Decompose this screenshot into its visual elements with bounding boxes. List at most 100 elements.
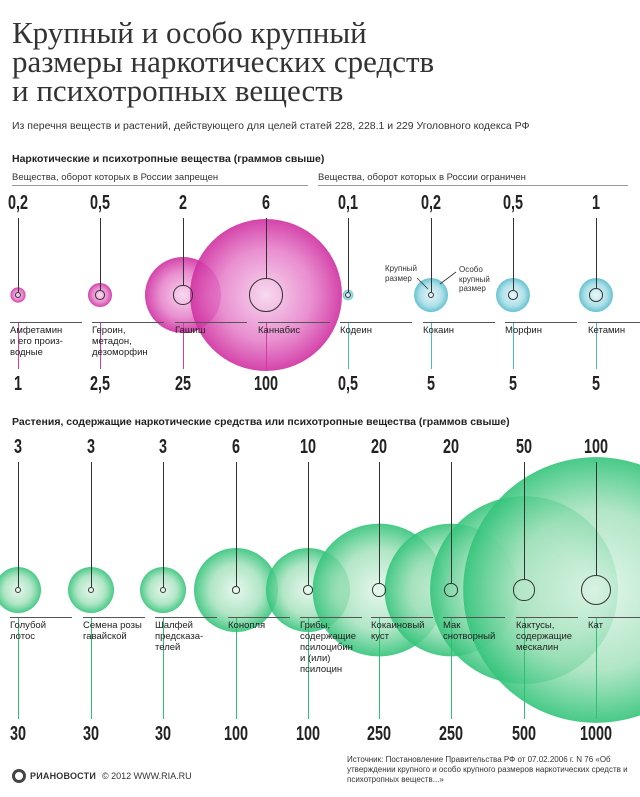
especially-large-size-value: 30: [9, 723, 27, 745]
group-title-prohibited: Вещества, оборот которых в России запрещ…: [12, 172, 219, 183]
especially-large-size-stem: [596, 322, 597, 369]
large-size-circle: [427, 291, 435, 299]
copyright: © 2012 WWW.RIA.RU: [102, 771, 192, 781]
item-name: Голубой лотос: [10, 620, 47, 642]
page-title: Крупный и особо крупный размеры наркотич…: [12, 17, 435, 108]
especially-large-size-stem: [348, 322, 349, 369]
large-size-circle: [345, 292, 351, 298]
large-size-circle: [249, 278, 283, 312]
large-size-circle: [173, 285, 193, 305]
source-note: Источник: Постановление Правительства РФ…: [347, 755, 628, 784]
section-title-plants: Растения, содержащие наркотические средс…: [12, 416, 510, 428]
large-size-stem: [348, 218, 349, 292]
column-baseline: [340, 322, 412, 323]
large-size-value: 100: [583, 436, 609, 458]
especially-large-size-value: 250: [438, 723, 464, 745]
especially-large-size-value: 30: [154, 723, 172, 745]
especially-large-size-value: 100: [295, 723, 321, 745]
especially-large-size-stem: [596, 617, 597, 719]
large-size-stem: [379, 462, 380, 584]
item-name: Гашиш: [175, 325, 206, 336]
especially-large-size-stem: [524, 617, 525, 719]
large-size-value: 1: [591, 192, 601, 214]
item-name: Кетамин: [588, 325, 626, 336]
large-size-circle: [372, 583, 386, 597]
large-size-value: 2: [178, 192, 188, 214]
title-line: и психотропных веществ: [12, 73, 344, 108]
column-baseline: [175, 322, 247, 323]
large-size-value: 20: [442, 436, 460, 458]
especially-large-size-stem: [100, 322, 101, 369]
ria-brand: РИАНОВОСТИ: [30, 771, 96, 781]
column-baseline: [505, 322, 577, 323]
item-name: Кактусы, содержащие мескалин: [516, 620, 573, 653]
large-size-circle: [14, 291, 22, 299]
especially-large-size-stem: [266, 322, 267, 369]
column-baseline: [10, 322, 82, 323]
ria-logo: РИАНОВОСТИ © 2012 WWW.RIA.RU: [12, 769, 192, 783]
item-name: Кокаиновый куст: [371, 620, 425, 642]
especially-large-size-stem: [183, 322, 184, 369]
large-size-stem: [100, 218, 101, 291]
legend-especially-large-size: Особо крупный размер: [459, 265, 490, 293]
especially-large-size-stem: [18, 322, 19, 369]
large-size-stem: [163, 462, 164, 587]
group-divider: [318, 185, 628, 186]
column-baseline: [300, 617, 362, 618]
large-size-value: 0,5: [502, 192, 524, 214]
large-size-stem: [513, 218, 514, 291]
especially-large-size-stem: [91, 617, 92, 719]
item-name: Грибы, содержащие псилоцибин и (или) пси…: [300, 620, 357, 675]
large-size-stem: [451, 462, 452, 584]
large-size-value: 6: [231, 436, 241, 458]
column-baseline: [423, 322, 495, 323]
large-size-value: 6: [261, 192, 271, 214]
item-name: Амфетамин и его произ- водные: [10, 325, 63, 358]
especially-large-size-value: 0,5: [337, 373, 359, 395]
especially-large-size-value: 1000: [579, 723, 613, 745]
column-baseline: [588, 617, 640, 618]
large-size-stem: [308, 462, 309, 586]
item-name: Семена розы гавайской: [83, 620, 142, 642]
large-size-stem: [596, 218, 597, 289]
large-size-value: 50: [515, 436, 533, 458]
column-baseline: [155, 617, 217, 618]
item-name: Кокаин: [423, 325, 455, 336]
column-baseline: [443, 617, 505, 618]
large-size-stem: [596, 462, 597, 575]
item-name: Мак снотворный: [443, 620, 496, 642]
especially-large-size-value: 25: [174, 373, 192, 395]
column-baseline: [228, 617, 290, 618]
especially-large-size-value: 100: [253, 373, 279, 395]
item-name: Морфин: [505, 325, 542, 336]
especially-large-size-value: 1: [13, 373, 23, 395]
large-size-value: 20: [370, 436, 388, 458]
title-line: размеры наркотических средств: [12, 44, 435, 79]
large-size-circle: [589, 288, 603, 302]
column-baseline: [258, 322, 330, 323]
large-size-circle: [232, 586, 240, 594]
large-size-value: 3: [158, 436, 168, 458]
large-size-value: 0,5: [89, 192, 111, 214]
especially-large-size-value: 5: [591, 373, 601, 395]
large-size-circle: [303, 585, 313, 595]
large-size-stem: [524, 462, 525, 580]
large-size-circle: [581, 575, 611, 605]
especially-large-size-stem: [379, 617, 380, 719]
large-size-circle: [444, 583, 458, 597]
especially-large-size-stem: [513, 322, 514, 369]
large-size-value: 0,2: [420, 192, 442, 214]
large-size-stem: [91, 462, 92, 587]
large-size-stem: [18, 462, 19, 587]
especially-large-size-stem: [236, 617, 237, 719]
large-size-stem: [18, 218, 19, 292]
especially-large-size-value: 5: [426, 373, 436, 395]
large-size-circle: [88, 587, 94, 593]
item-name: Каннабис: [258, 325, 301, 336]
column-baseline: [10, 617, 72, 618]
especially-large-size-stem: [431, 322, 432, 369]
especially-large-size-value: 250: [366, 723, 392, 745]
item-name: Шалфей предсказа- телей: [155, 620, 204, 653]
